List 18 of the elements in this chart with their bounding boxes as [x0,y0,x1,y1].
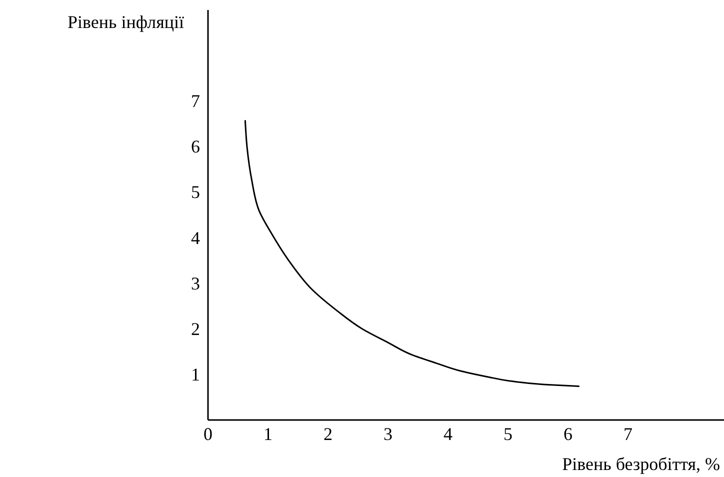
x-tick-label: 0 [204,424,212,444]
x-tick-label: 4 [444,424,452,444]
x-tick-label: 5 [504,424,512,444]
y-tick-label: 3 [191,273,200,294]
y-tick-label: 4 [191,228,200,248]
x-tick-label: 2 [324,424,332,444]
y-axis-title: Рівень інфляції [68,12,184,32]
x-tick-label: 6 [564,424,572,444]
x-axis-title: Рівень безробіття, % [562,454,720,474]
y-tick-label: 7 [191,91,200,112]
y-tick-label: 5 [191,182,200,202]
y-tick-label: 6 [191,136,200,157]
y-tick-label: 1 [191,364,200,384]
x-tick-label: 3 [384,424,392,444]
x-tick-label: 7 [624,424,632,444]
y-tick-label: 2 [191,318,200,339]
x-tick-label: 1 [264,424,272,444]
line-series [244,120,580,388]
